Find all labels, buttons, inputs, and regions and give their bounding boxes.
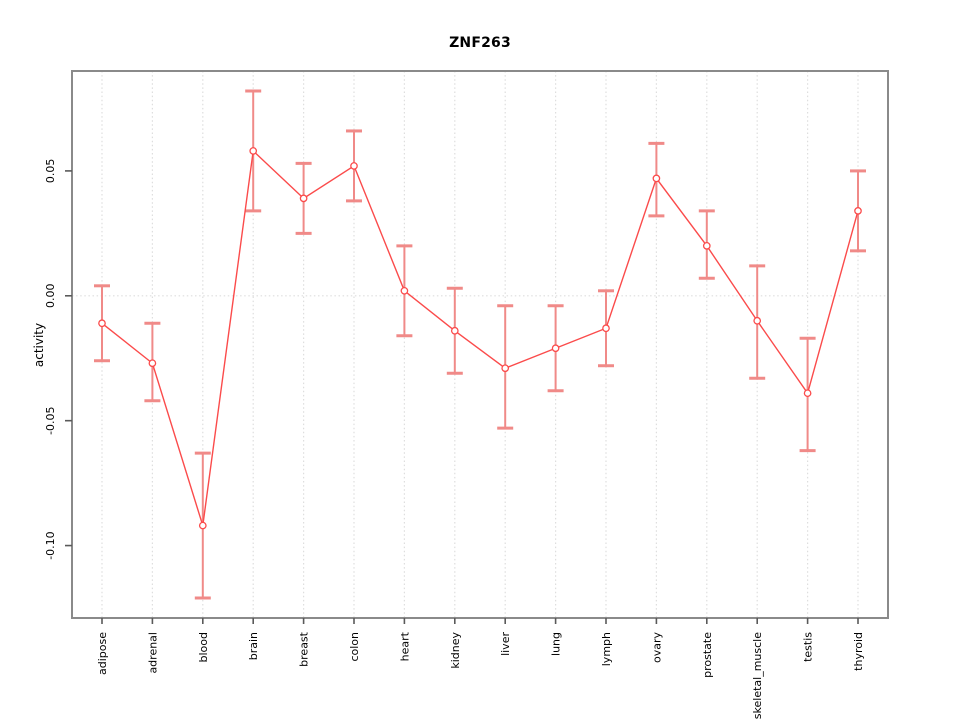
x-tick-label: adrenal — [146, 632, 159, 674]
data-point-marker — [602, 324, 610, 333]
x-tick-label: skeletal_muscle — [751, 632, 764, 719]
data-point-marker — [803, 389, 812, 398]
data-point-marker — [98, 319, 106, 328]
x-tick-label: prostate — [701, 632, 714, 678]
series-line — [101, 149, 859, 526]
data-point-marker — [551, 344, 560, 353]
x-tick-label: testis — [802, 632, 815, 662]
data-point-marker — [148, 359, 157, 368]
data-point-marker — [350, 162, 358, 170]
y-tick-label: 0.00 — [44, 284, 57, 309]
x-tick-label: lymph — [600, 632, 613, 666]
y-tick-label: 0.05 — [44, 159, 57, 184]
x-tick-label: heart — [398, 631, 411, 661]
data-point-marker — [249, 147, 258, 155]
x-tick-label: blood — [197, 632, 210, 662]
x-tick-label: ovary — [650, 632, 663, 664]
data-point-marker — [702, 241, 711, 250]
chart-title: ZNF263 — [449, 35, 511, 51]
x-tick-label: liver — [499, 632, 512, 656]
data-point-marker — [400, 286, 409, 295]
data-point-marker — [450, 326, 459, 335]
x-tick-label: thyroid — [852, 632, 865, 671]
x-tick-label: brain — [247, 632, 260, 660]
data-point-marker — [753, 316, 762, 325]
x-tick-label: adipose — [96, 632, 109, 675]
x-tick-label: breast — [298, 631, 311, 667]
y-tick-label: -0.10 — [44, 531, 57, 559]
data-point-marker — [854, 207, 862, 215]
x-tick-label: colon — [348, 632, 361, 662]
x-tick-label: lung — [550, 632, 563, 656]
y-tick-label: -0.05 — [44, 406, 57, 434]
data-point-marker — [198, 521, 207, 530]
data-point-marker — [652, 174, 661, 183]
x-tick-label: kidney — [449, 632, 462, 669]
plot-frame — [71, 70, 889, 619]
data-point-marker — [501, 364, 510, 373]
y-axis-title: activity — [32, 322, 46, 368]
data-point-marker — [299, 194, 308, 203]
